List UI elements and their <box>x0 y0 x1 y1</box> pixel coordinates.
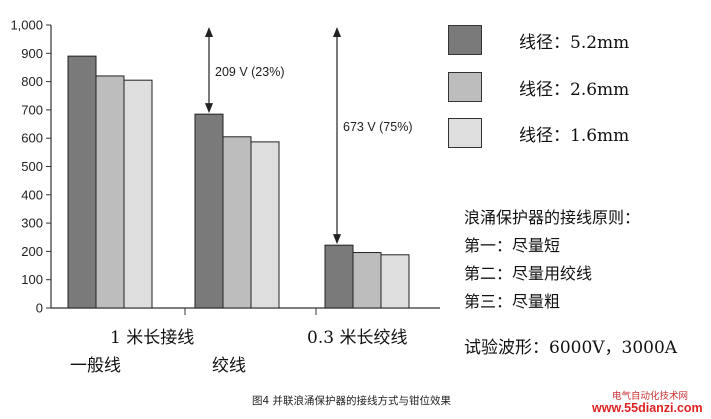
legend-swatch <box>448 25 482 55</box>
annotation-label: 673 V (75%) <box>343 120 412 134</box>
y-tick-label: 600 <box>21 131 43 146</box>
annotation-label: 209 V (23%) <box>215 65 284 79</box>
y-tick-label: 200 <box>21 244 43 259</box>
annotation-arrowhead-bottom <box>333 234 341 245</box>
bar-1-series-2 <box>95 75 125 309</box>
category-label-group-1: 1 米长接线 <box>110 328 195 348</box>
bar-1-series-3 <box>123 79 153 309</box>
y-tick-label: 500 <box>21 159 43 174</box>
y-tick-label: 700 <box>21 102 43 117</box>
y-tick-label: 900 <box>21 46 43 61</box>
legend-item-1-6mm: 线径：1.6mm <box>448 118 629 148</box>
category-label-twisted-wire: 绞线 <box>212 356 246 376</box>
legend-label: 线径：2.6mm <box>519 79 630 100</box>
category-label-ordinary-wire: 一般线 <box>70 356 121 376</box>
annotation-arrowhead-top <box>205 27 213 37</box>
bar-2-series-1 <box>194 113 224 309</box>
legend-swatch <box>448 118 482 148</box>
rules-title: 浪涌保护器的接线原则： <box>464 208 641 227</box>
watermark-url: www.55dianzi.com <box>592 401 703 415</box>
legend-label: 线径：1.6mm <box>519 125 630 146</box>
y-tick-label: 100 <box>21 272 43 287</box>
annotation-arrowhead-bottom <box>205 103 213 114</box>
rule-1: 第一：尽量短 <box>464 236 561 255</box>
rule-2: 第二：尽量用绞线 <box>464 264 593 283</box>
y-tick-label: 800 <box>21 74 43 89</box>
legend-swatch <box>448 72 482 102</box>
bar-3-series-2 <box>352 252 382 309</box>
bar-2-series-2 <box>222 136 252 309</box>
figure-caption: 图4 并联浪涌保护器的接线方式与钳位效果 <box>252 395 452 407</box>
y-tick-label: 0 <box>36 301 43 316</box>
annotation-arrowhead-top <box>333 27 341 37</box>
y-tick-label: 1,000 <box>10 18 43 33</box>
wiring-rules: 浪涌保护器的接线原则： 第一：尽量短 第二：尽量用绞线 第三：尽量粗 <box>464 204 640 316</box>
chart-bars <box>67 55 410 309</box>
rule-3: 第三：尽量粗 <box>464 292 561 311</box>
legend-item-5-2mm: 线径：5.2mm <box>448 25 629 55</box>
test-waveform: 试验波形：6000V，3000A <box>464 338 678 358</box>
bar-2-series-3 <box>250 141 280 309</box>
bar-3-series-3 <box>380 254 410 309</box>
y-tick-label: 300 <box>21 216 43 231</box>
chart-axes: 0 100 200 300 400 500 600 700 800 900 1,000 <box>10 18 440 316</box>
legend-label: 线径：5.2mm <box>519 32 630 53</box>
bar-3-series-1 <box>324 244 354 309</box>
category-label-group-2: 0.3 米长绞线 <box>307 328 408 348</box>
chart-annotations: 209 V (23%) 673 V (75%) <box>205 27 412 245</box>
watermark-site-name: 电气自动化技术网 <box>612 391 689 402</box>
y-tick-label: 400 <box>21 187 43 202</box>
bar-1-series-1 <box>67 55 97 309</box>
legend-item-2-6mm: 线径：2.6mm <box>448 72 629 102</box>
